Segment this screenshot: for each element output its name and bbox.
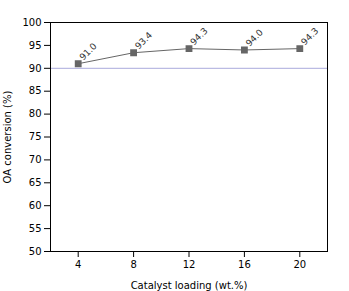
svg-text:93.4: 93.4 [133,30,154,51]
svg-text:OA conversion (%): OA conversion (%) [2,91,13,184]
svg-text:12: 12 [183,259,196,270]
svg-text:94.3: 94.3 [299,26,320,47]
svg-text:100: 100 [22,17,41,28]
svg-text:Catalyst loading (wt.%): Catalyst loading (wt.%) [131,280,248,291]
svg-text:85: 85 [29,85,42,96]
svg-text:95: 95 [29,40,42,51]
svg-text:20: 20 [293,259,306,270]
svg-text:16: 16 [238,259,251,270]
svg-text:75: 75 [29,131,42,142]
svg-text:65: 65 [29,177,42,188]
svg-text:80: 80 [29,108,42,119]
svg-text:94.0: 94.0 [244,27,265,48]
svg-text:50: 50 [29,246,42,257]
svg-text:70: 70 [29,154,42,165]
svg-text:55: 55 [29,223,42,234]
svg-text:8: 8 [130,259,136,270]
svg-text:4: 4 [75,259,81,270]
svg-text:91.0: 91.0 [78,41,99,62]
svg-text:90: 90 [29,63,42,74]
svg-text:60: 60 [29,200,42,211]
svg-text:94.3: 94.3 [188,26,209,47]
